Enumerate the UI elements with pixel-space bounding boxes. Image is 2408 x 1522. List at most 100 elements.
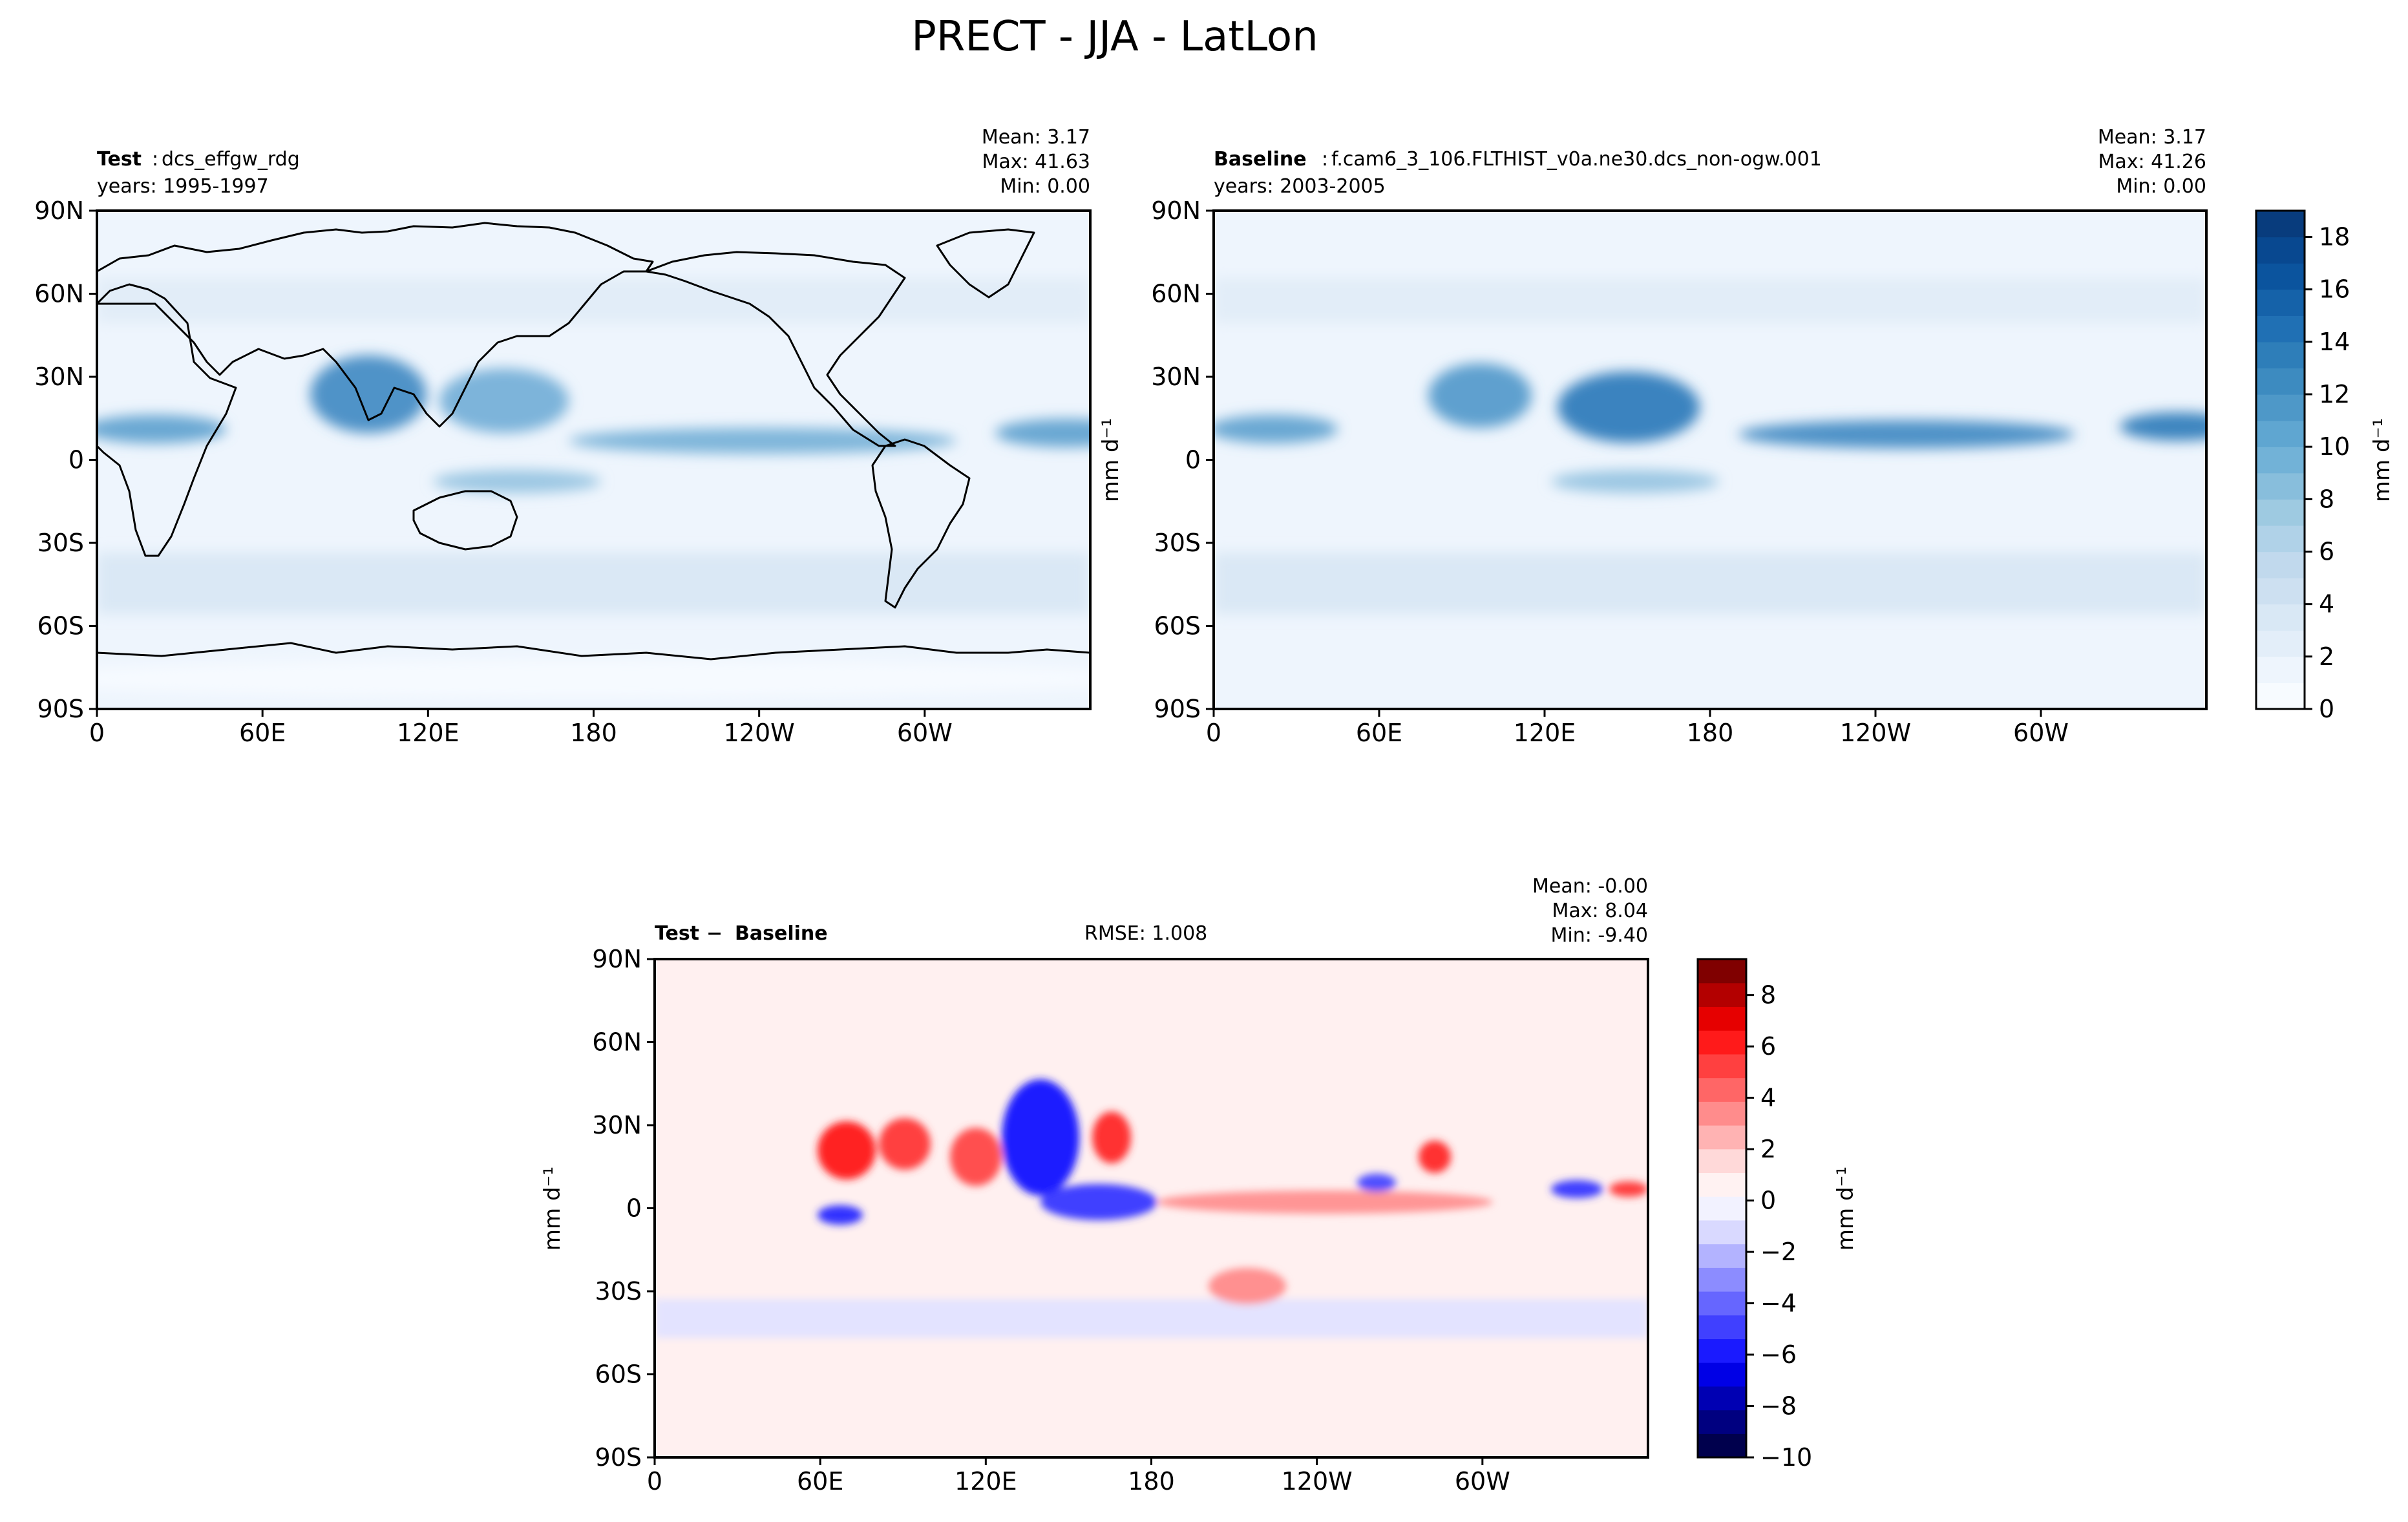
test-ytick-label: 90S: [37, 695, 84, 723]
test-coast-africa: [97, 283, 237, 557]
baseline-y-ticks: 90N 60N 30N 0 30S 60S 90S: [1151, 196, 1214, 723]
baseline-colorbar-swatch: [2256, 237, 2305, 264]
diff-colorbar-swatch: [1698, 1362, 1746, 1387]
diff-colorbar-swatch: [1698, 1006, 1746, 1031]
diff-colorbar-swatch: [1698, 982, 1746, 1008]
diff-stat-min: Min: -9.40: [1551, 924, 1649, 947]
diff-colorbar-swatch: [1698, 1291, 1746, 1316]
baseline-colorbar-tick-label: 18: [2319, 223, 2350, 251]
baseline-xtick-label: 120E: [1514, 719, 1576, 747]
baseline-storm-track-north: [1214, 278, 2206, 323]
diff-africa-negative: [818, 1205, 863, 1225]
test-indian-monsoon: [310, 355, 427, 433]
test-period: years: 1995-1997: [97, 175, 269, 198]
baseline-colorbar-swatch: [2256, 525, 2305, 553]
diff-colorbar-swatch: [1698, 959, 1746, 984]
diff-xtick-label: 0: [647, 1467, 662, 1496]
baseline-colorbar-swatch: [2256, 211, 2305, 238]
diff-colorbar-swatch: [1698, 1053, 1746, 1079]
diff-equatorial-negative: [1040, 1184, 1157, 1220]
diff-bay-bengal-positive: [879, 1118, 931, 1170]
diff-map-field: [655, 959, 1648, 1457]
baseline-colorbar-swatch: [2256, 447, 2305, 474]
test-coast-south-america: [871, 438, 971, 609]
diff-colorbar-tick-label: 6: [1760, 1032, 1776, 1061]
test-storm-track-north: [97, 278, 1090, 323]
baseline-colorbar-tick-label: 14: [2319, 328, 2350, 356]
test-antarctic-band: [97, 659, 1090, 698]
diff-xtick-label: 120W: [1282, 1467, 1353, 1496]
baseline-ytick-label: 90S: [1154, 695, 1201, 723]
diff-philippine-positive: [950, 1128, 1002, 1186]
diff-colorbar-swatch: [1698, 1030, 1746, 1055]
baseline-africa-monsoon: [1214, 415, 1338, 443]
baseline-colorbar-swatch: [2256, 394, 2305, 421]
test-xtick-label: 0: [89, 719, 105, 747]
diff-colorbar-tick-label: −2: [1760, 1238, 1797, 1266]
diff-colorbar-tick-label: −10: [1760, 1443, 1812, 1472]
test-ytick-label: 0: [69, 446, 84, 474]
diff-colorbar-tick-label: 4: [1760, 1084, 1776, 1112]
baseline-colorbar-swatch: [2256, 315, 2305, 343]
baseline-stat-max: Max: 41.26: [2098, 151, 2206, 173]
baseline-xtick-label: 180: [1687, 719, 1734, 747]
baseline-stat-min: Min: 0.00: [2116, 175, 2206, 198]
diff-colorbar-swatch: [1698, 1220, 1746, 1245]
test-stat-min: Min: 0.00: [1000, 175, 1090, 198]
baseline-itcz-pacific: [1738, 420, 2075, 449]
baseline-colorbar-swatch: [2256, 263, 2305, 290]
baseline-xtick-label: 60E: [1356, 719, 1402, 747]
test-ytick-label: 30S: [37, 529, 84, 557]
diff-colorbar-tick-label: −8: [1760, 1392, 1797, 1421]
diff-colorbar-swatch: [1698, 1148, 1746, 1174]
diff-ytick-label: 90N: [592, 945, 642, 973]
diff-colorbar-tick-label: 2: [1760, 1135, 1776, 1163]
diff-atlantic-positive: [1609, 1181, 1648, 1197]
test-xtick-label: 120W: [724, 719, 795, 747]
diff-south-pacific-positive: [1209, 1268, 1286, 1304]
diff-rmse: RMSE: 1.008: [1084, 922, 1207, 945]
diff-ytick-label: 0: [626, 1194, 642, 1223]
baseline-wpac-maximum: [1558, 372, 1700, 443]
test-title-sep: :: [152, 148, 158, 171]
test-coastlines: [97, 222, 1090, 661]
diff-wpac-negative: [1002, 1079, 1079, 1196]
diff-atlantic-negative: [1551, 1180, 1603, 1198]
test-coast-greenland: [936, 228, 1035, 299]
diff-caribbean-positive: [1419, 1141, 1451, 1173]
baseline-subtitle: f.cam6_3_106.FLTHIST_v0a.ne30.dcs_non-og…: [1331, 148, 1822, 171]
panel-test: Test : dcs_effgw_rdg years: 1995-1997 Me…: [34, 126, 1092, 747]
diff-colorbar-tick-label: −4: [1760, 1289, 1797, 1318]
diff-title-baseline: Baseline: [735, 922, 828, 945]
baseline-colorbar-swatch: [2256, 578, 2305, 605]
baseline-ytick-label: 90N: [1151, 196, 1201, 225]
baseline-colorbar-swatch: [2256, 472, 2305, 500]
baseline-xtick-label: 60W: [2013, 719, 2069, 747]
diff-colorbar-frame: [1696, 958, 1748, 1459]
baseline-colorbar-tick-label: 2: [2319, 642, 2334, 671]
baseline-colorbar-swatch: [2256, 656, 2305, 684]
diff-title-test: Test: [655, 922, 699, 945]
diff-colorbar-swatch: [1698, 1077, 1746, 1102]
baseline-colorbar-swatch: [2256, 420, 2305, 447]
diff-xtick-label: 180: [1128, 1467, 1175, 1496]
baseline-colorbar-swatch: [2256, 630, 2305, 657]
diff-colorbar-swatch: [1698, 1125, 1746, 1150]
test-spcz: [433, 470, 601, 493]
baseline-stat-mean: Mean: 3.17: [2098, 126, 2206, 149]
test-ytick-label: 30N: [34, 363, 84, 391]
baseline-map-field: [1214, 211, 2206, 709]
test-subtitle: dcs_effgw_rdg: [162, 148, 300, 171]
test-x-ticks: 0 60E 120E 180 120W 60W: [89, 709, 953, 747]
baseline-ytick-label: 30S: [1154, 529, 1201, 557]
diff-ytick-label: 60S: [595, 1360, 642, 1389]
baseline-ytick-label: 0: [1185, 446, 1201, 474]
baseline-colorbar-tick-label: 4: [2319, 590, 2334, 618]
panel-baseline: Baseline : f.cam6_3_106.FLTHIST_v0a.ne30…: [1098, 126, 2395, 747]
diff-y-ticks: 90N 60N 30N 0 30S 60S 90S: [592, 945, 655, 1472]
baseline-ytick-label: 60N: [1151, 280, 1201, 308]
baseline-ytick-label: 60S: [1154, 612, 1201, 640]
test-map-field: [97, 211, 1090, 709]
diff-colorbar-swatch: [1698, 1410, 1746, 1434]
baseline-colorbar-swatch: [2256, 368, 2305, 395]
